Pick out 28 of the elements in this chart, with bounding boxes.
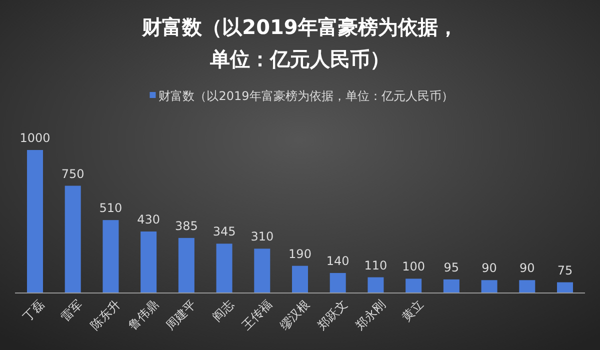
- data-label: 110: [364, 258, 388, 272]
- x-tick-label: 黄立: [399, 297, 426, 324]
- data-label: 385: [174, 218, 198, 233]
- x-tick-label: 郑跃文: [314, 297, 350, 333]
- legend: 财富数（以2019年富豪榜为依据，单位：亿元人民币）: [150, 89, 454, 103]
- data-label: 345: [212, 224, 236, 239]
- x-tick-label: 缪汉根: [276, 297, 312, 333]
- data-label: 190: [288, 246, 312, 261]
- data-label: 1000: [20, 131, 50, 145]
- title: 财富数（以2019年富豪榜为依据，单位：亿元人民币）: [142, 15, 458, 71]
- data-label: 750: [61, 166, 84, 181]
- data-label: 90: [482, 261, 497, 276]
- data-label: 90: [520, 261, 535, 276]
- x-tick-label: 丁磊: [20, 297, 48, 324]
- x-tick-label: 王传福: [239, 297, 274, 333]
- x-tick-label: 陈东升: [88, 297, 124, 333]
- x-tick-label: 鲁伟鼎: [126, 297, 161, 333]
- data-label: 430: [137, 212, 160, 227]
- data-label: 75: [557, 263, 573, 278]
- data-label: 510: [99, 201, 122, 216]
- x-tick-label: 周建平: [163, 297, 199, 333]
- data-label: 100: [402, 260, 426, 274]
- data-label: 310: [250, 230, 274, 244]
- data-label: 95: [444, 260, 460, 274]
- x-tick-label: 郑永刚: [352, 297, 388, 333]
- data-label: 140: [326, 254, 350, 268]
- x-tick-label: 阎志: [210, 297, 237, 324]
- x-tick-label: 雷军: [58, 297, 86, 324]
